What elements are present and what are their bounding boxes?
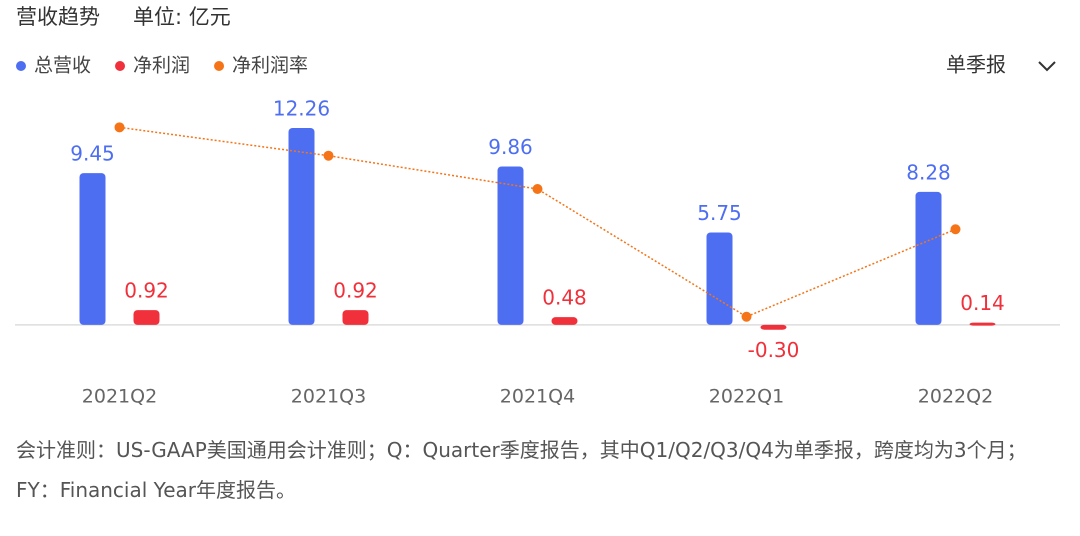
bar (342, 310, 369, 325)
bar (969, 322, 996, 326)
dropdown-arrow[interactable] (1038, 61, 1056, 72)
line-point (114, 122, 125, 133)
legend-marker (115, 61, 126, 71)
x-tick-label: 2021Q3 (291, 386, 366, 408)
line-point (741, 311, 752, 322)
period-select-label[interactable]: 单季报 (946, 53, 1006, 77)
x-tick-label: 2021Q2 (82, 386, 157, 408)
line-point (323, 150, 334, 161)
line-point (532, 184, 543, 195)
value-label: 12.26 (273, 96, 330, 120)
unit-label: 单位: 亿元 (133, 5, 231, 29)
value-label: -0.30 (748, 338, 800, 362)
footnote: 会计准则：US-GAAP美国通用会计准则；Q：Quarter季度报告，其中Q1/… (16, 438, 1027, 502)
bar (79, 173, 106, 325)
value-label: 0.48 (542, 286, 587, 310)
line (119, 126, 956, 318)
bar (551, 317, 578, 325)
x-tick-label: 2022Q1 (709, 386, 784, 408)
value-label: 0.92 (124, 279, 169, 303)
line-point (950, 224, 961, 235)
legend-label: 总营收 (34, 55, 91, 77)
legend-marker (214, 61, 225, 71)
value-label: 0.92 (333, 279, 378, 303)
x-tick-label: 2022Q2 (918, 386, 993, 408)
chart: 营收趋势 单位: 亿元 单季报 总营收 净利润 净利润率 9.45 12.26 9.86 5… (15, 5, 1060, 408)
bar (288, 127, 315, 325)
value-label: 0.14 (960, 291, 1005, 315)
legend-label: 净利润率 (232, 55, 308, 77)
value-label: 9.86 (488, 135, 533, 159)
x-tick-label: 2021Q4 (500, 386, 575, 408)
period-select[interactable]: 单季报 (946, 53, 1056, 77)
legend-marker (16, 61, 26, 71)
bar (133, 310, 160, 325)
legend-label: 净利润 (133, 55, 190, 77)
bar (760, 324, 787, 330)
bar (497, 166, 524, 325)
value-label: 8.28 (906, 160, 951, 184)
value-label: 5.75 (697, 201, 742, 225)
bar (706, 232, 733, 325)
bar (915, 191, 942, 325)
chart-title: 营收趋势 (16, 5, 100, 29)
value-label: 9.45 (70, 142, 115, 166)
